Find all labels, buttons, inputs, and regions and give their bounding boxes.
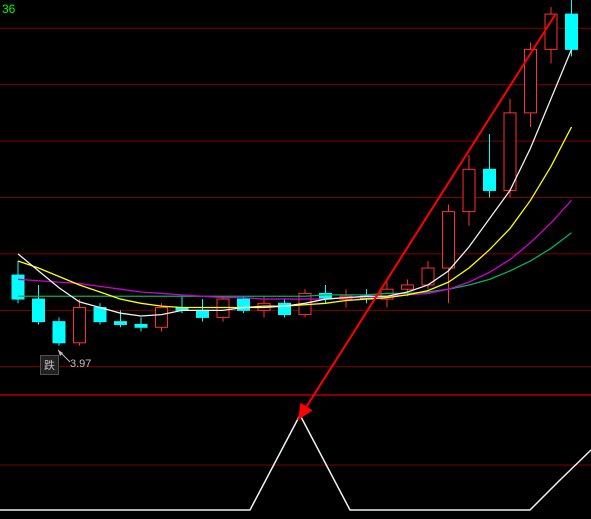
chart-svg [0,0,591,519]
price-label: 3.97 [70,358,91,370]
top-left-label: 36 [2,2,15,16]
candlestick-chart: 36 跌 3.97 [0,0,591,519]
drop-badge: 跌 [40,355,59,375]
